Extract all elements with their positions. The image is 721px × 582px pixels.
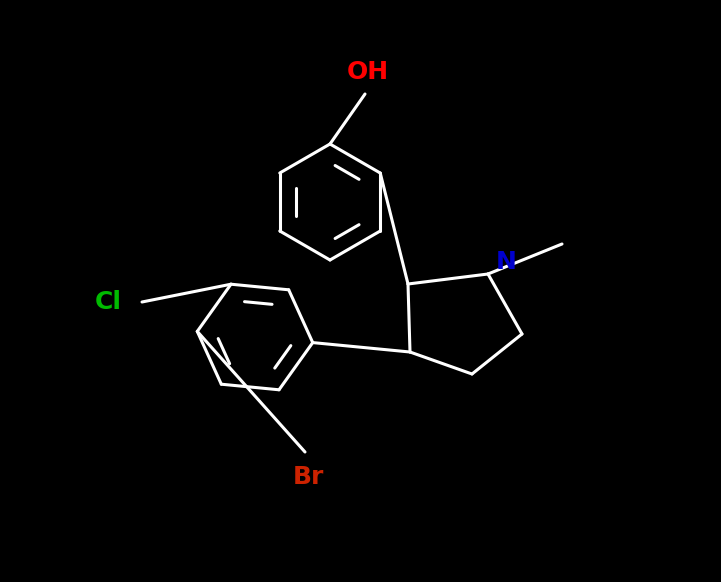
Text: Cl: Cl [94, 290, 122, 314]
Text: Br: Br [292, 465, 324, 489]
Text: N: N [495, 250, 516, 274]
Text: OH: OH [347, 60, 389, 84]
